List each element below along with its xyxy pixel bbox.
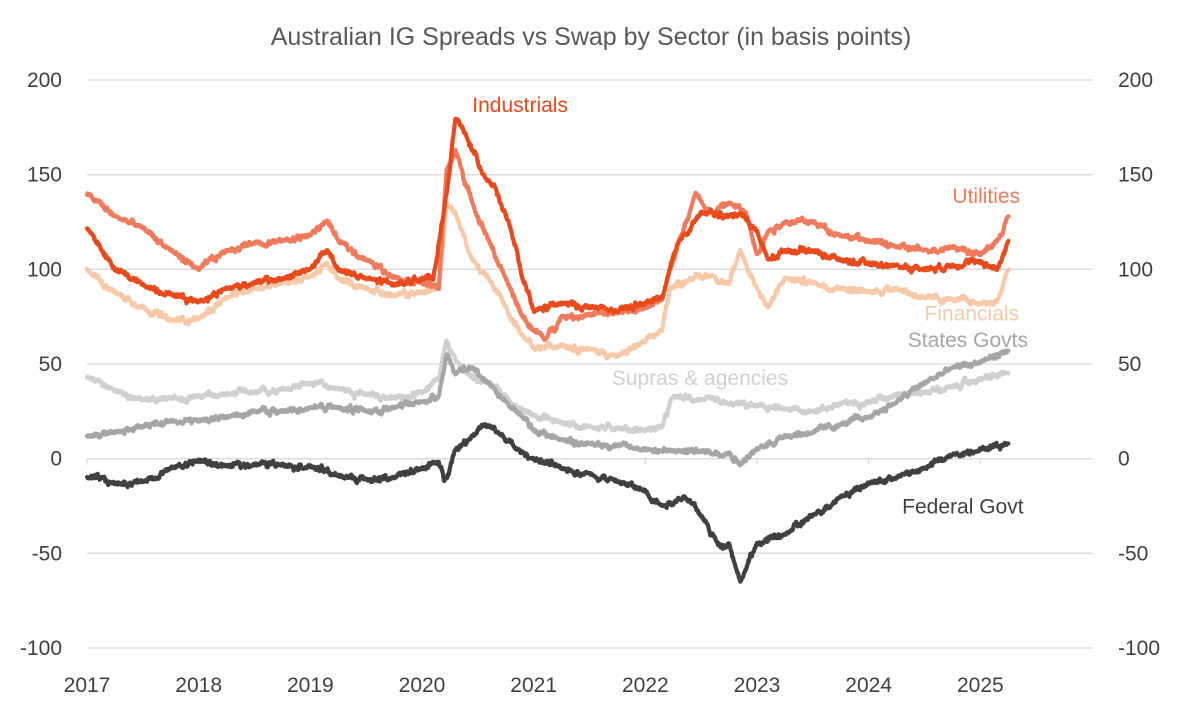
y-axis-right: 200 150 100 50 0 -50 -100 (1118, 69, 1160, 660)
y-tick-label-left: 150 (27, 164, 62, 187)
series-label-financials: Financials (925, 302, 1020, 325)
series-label-supras-agencies: Supras & agencies (612, 367, 788, 390)
series-line-industrials (84, 116, 1011, 315)
chart-title: Australian IG Spreads vs Swap by Sector … (271, 23, 912, 51)
y-axis-left: 200 150 100 50 0 -50 -100 (20, 69, 62, 660)
y-tick-label-right: 150 (1118, 164, 1153, 187)
y-tick-label-left: 100 (27, 258, 62, 281)
series-label-federal-govt: Federal Govt (902, 496, 1024, 519)
series-line-financials (84, 200, 1011, 361)
series-line-utilities (84, 147, 1011, 342)
x-tick-label: 2020 (399, 674, 446, 697)
x-tick-label: 2023 (734, 674, 781, 697)
y-tick-label-right: -100 (1118, 637, 1160, 660)
x-tick-label: 2017 (64, 674, 111, 697)
series-label-industrials: Industrials (472, 94, 568, 117)
x-tick-label: 2021 (510, 674, 557, 697)
y-tick-label-left: 200 (27, 69, 62, 92)
y-tick-label-right: 100 (1118, 258, 1153, 281)
x-tick-label: 2024 (845, 674, 892, 697)
y-tick-label-left: -100 (20, 637, 62, 660)
y-tick-label-right: 50 (1118, 353, 1141, 376)
y-tick-label-right: 200 (1118, 69, 1153, 92)
y-tick-label-left: 50 (39, 353, 62, 376)
series-label-utilities: Utilities (952, 185, 1020, 208)
y-tick-label-right: 0 (1118, 448, 1130, 471)
series-lines (84, 116, 1011, 584)
y-tick-label-left: -50 (32, 542, 62, 565)
series-line-supras-agencies (84, 338, 1011, 435)
x-tick-label: 2022 (622, 674, 669, 697)
gridlines (87, 79, 1092, 649)
y-tick-label-left: 0 (50, 448, 62, 471)
x-tick-label: 2025 (957, 674, 1004, 697)
x-tick-label: 2019 (287, 674, 334, 697)
series-label-states-govts: States Govts (908, 329, 1028, 352)
x-axis: 2017 2018 2019 2020 2021 2022 2023 2024 2025 (64, 458, 1004, 697)
series-line-federal-govt (84, 422, 1011, 584)
series-labels: Industrials Utilities Financials States Gov… (472, 94, 1028, 518)
y-tick-label-right: -50 (1118, 542, 1148, 565)
x-tick-label: 2018 (175, 674, 222, 697)
series-line-states-govts (84, 348, 1011, 468)
